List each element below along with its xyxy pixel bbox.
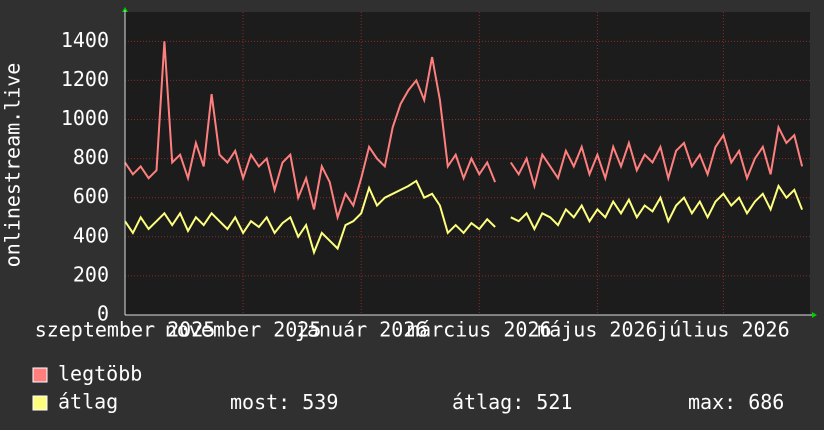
series-line (124, 41, 497, 222)
y-tick-label: 1000 (61, 106, 109, 130)
x-tick-label: november 2025 (165, 318, 322, 342)
legend-label: átlag (58, 390, 118, 414)
x-tick-label: március 2026 (407, 318, 552, 342)
stat-label: most: (230, 390, 290, 414)
y-tick-label: 600 (73, 184, 109, 208)
x-tick-label: július 2026 (657, 318, 789, 342)
x-tick-label: május 2026 (537, 318, 657, 342)
y-tick-label: 1400 (61, 28, 109, 52)
y-tick-label: 1200 (61, 67, 109, 91)
stat: átlag: 521 (452, 390, 572, 414)
y-axis-label: onlinestream.live (1, 63, 25, 268)
x-tick-label: szeptember 2025 (35, 318, 216, 342)
y-tick-label: 0 (97, 302, 109, 326)
axis-arrow (812, 312, 817, 318)
stat-value: 521 (536, 390, 572, 414)
series-line (510, 183, 804, 232)
legend-swatch (32, 367, 48, 383)
legend-label: legtöbb (58, 362, 142, 386)
stat: max: 686 (688, 390, 784, 414)
legend-swatch (32, 395, 48, 411)
stat-value: 539 (302, 390, 338, 414)
series-line (124, 179, 496, 256)
x-tick-label: január 2026 (295, 318, 427, 342)
stat-label: max: (688, 390, 736, 414)
y-tick-label: 800 (73, 145, 109, 169)
series-line (509, 124, 804, 190)
y-tick-label: 400 (73, 223, 109, 247)
stat: most: 539 (230, 390, 338, 414)
axis-arrow (122, 7, 128, 12)
stat-label: átlag: (452, 390, 524, 414)
y-tick-label: 200 (73, 262, 109, 286)
stat-value: 686 (748, 390, 784, 414)
